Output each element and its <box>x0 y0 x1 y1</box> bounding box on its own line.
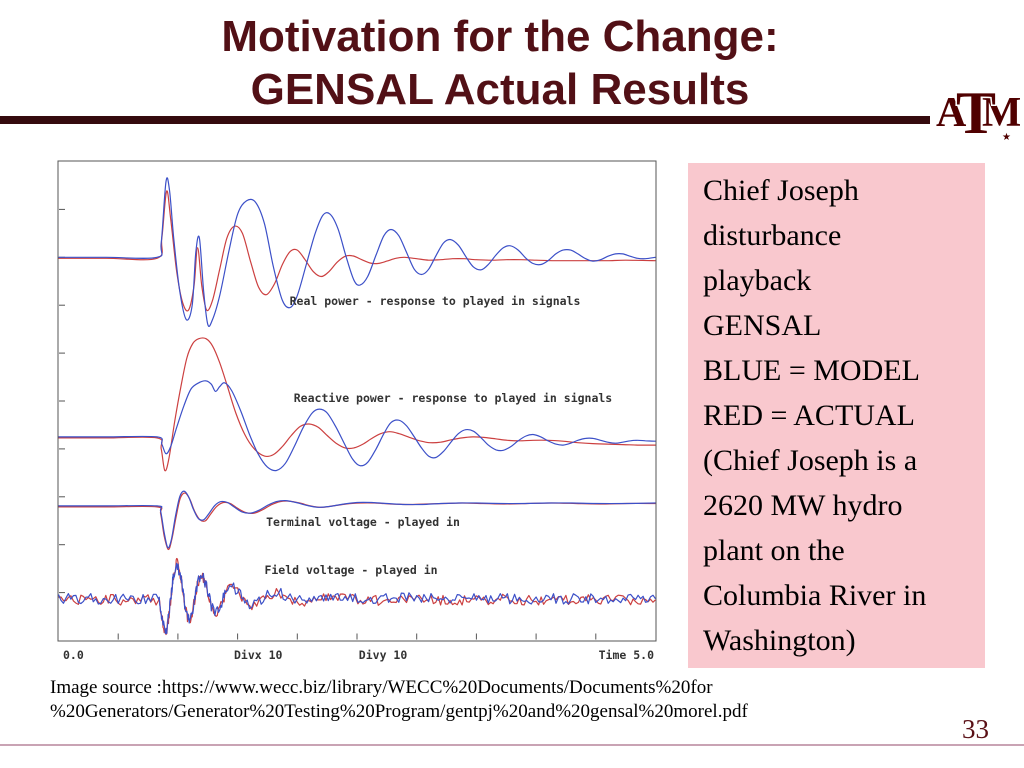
logo-letter-t: T <box>956 80 996 142</box>
trace-panel3-model <box>58 490 656 549</box>
page-number: 33 <box>962 714 989 744</box>
oscillography-chart: Real power - response to played in signa… <box>57 160 657 642</box>
annotation-box: Chief Joseph disturbance playback GENSAL BLU… <box>688 163 985 668</box>
annotation-line: Chief Joseph <box>703 174 859 207</box>
bottom-rule <box>0 744 1024 746</box>
panel-label-1: Real power - response to played in signa… <box>289 293 581 308</box>
slide-title-line2: GENSAL Actual Results <box>250 65 750 114</box>
image-source-line2: %20Generators/Generator%20Testing%20Prog… <box>50 701 748 722</box>
panel-label-2: Reactive power - response to played in s… <box>293 390 613 405</box>
annotation-line: plant on the <box>703 534 845 567</box>
tamu-logo: A M T ★ <box>934 76 1022 148</box>
chart-canvas <box>57 160 657 642</box>
annotation-line: disturbance <box>703 219 842 252</box>
x-axis-label: Divx 10 <box>234 648 283 662</box>
annotation-line: GENSAL <box>703 309 822 342</box>
panel-label-3: Terminal voltage - played in <box>266 515 460 530</box>
annotation-line: playback <box>703 264 812 297</box>
logo-star-icon: ★ <box>1002 132 1011 142</box>
chart-frame <box>57 160 657 642</box>
x-axis-label: 0.0 <box>63 648 84 662</box>
annotation-line: (Chief Joseph is a <box>703 444 918 477</box>
chart-x-axis-labels: 0.0 Divx 10 Divy 10 Time 5.0 <box>57 648 657 666</box>
x-axis-label: Divy 10 <box>358 648 408 662</box>
logo-letter-a: A <box>936 90 967 136</box>
trace-panel2-model <box>58 380 656 472</box>
annotation-line: RED = ACTUAL <box>703 399 915 432</box>
logo-letter-m: M <box>982 90 1020 136</box>
slide-title-line1: Motivation for the Change: <box>221 12 779 61</box>
annotation-line: Washington) <box>703 624 856 657</box>
image-source-line1: Image source :https://www.wecc.biz/libra… <box>50 677 713 698</box>
annotation-line: Columbia River in <box>703 579 927 612</box>
annotation-line: BLUE = MODEL <box>703 354 920 387</box>
slide-title: Motivation for the Change: GENSAL Actual… <box>0 10 1000 116</box>
tamu-logo-icon: A M T ★ <box>936 79 1022 148</box>
title-rule <box>0 116 930 124</box>
image-source-text: Image source :https://www.wecc.biz/libra… <box>50 676 748 724</box>
trace-panel2-actual <box>58 337 656 472</box>
trace-panel4-model <box>57 562 656 635</box>
x-axis-label: Time 5.0 <box>598 648 654 662</box>
annotation-line: 2620 MW hydro <box>703 489 903 522</box>
trace-panel1-model <box>58 177 656 327</box>
panel-label-4: Field voltage - played in <box>264 563 438 578</box>
